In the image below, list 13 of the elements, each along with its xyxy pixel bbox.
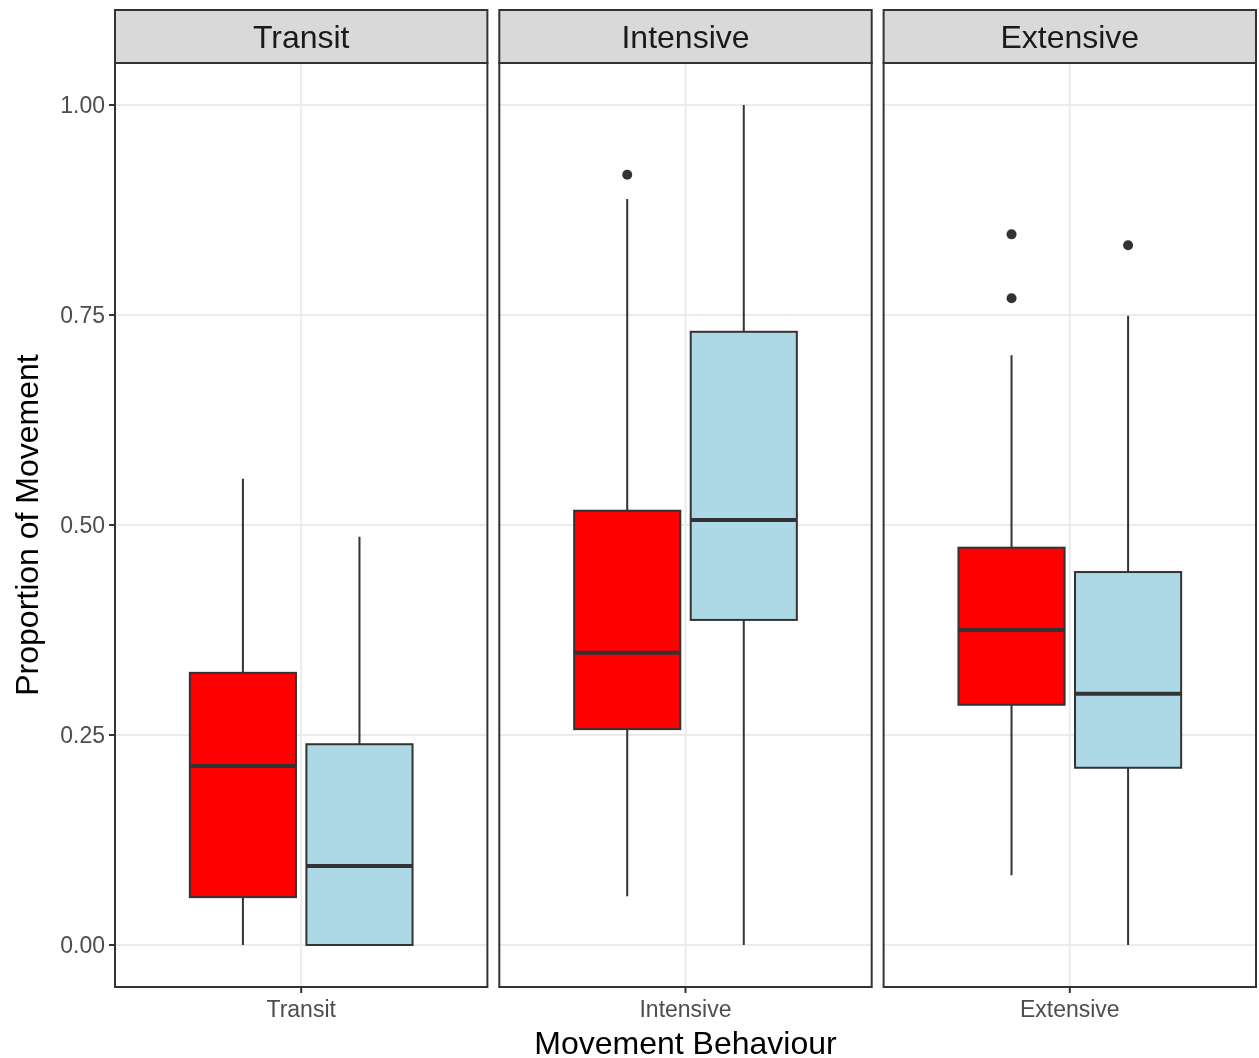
- y-tick-label: 1.00: [60, 92, 105, 118]
- text: Transit: [266, 996, 337, 1022]
- y-axis-title: Proportion of Movement: [9, 354, 45, 696]
- x-tick-label: Transit: [252, 18, 350, 55]
- y-tick-label: 0.25: [60, 722, 105, 748]
- y-tick-label: 0.75: [60, 302, 105, 328]
- x-tick-label: Intensive: [621, 18, 750, 55]
- text: Intensive: [639, 996, 732, 1022]
- y-tick-label: 0.00: [60, 932, 105, 958]
- y-tick-label: 0.50: [60, 512, 105, 538]
- text: Extensive: [1019, 996, 1120, 1022]
- x-axis-title: Movement Behaviour: [534, 1025, 838, 1058]
- x-tick-label: Extensive: [1000, 18, 1140, 55]
